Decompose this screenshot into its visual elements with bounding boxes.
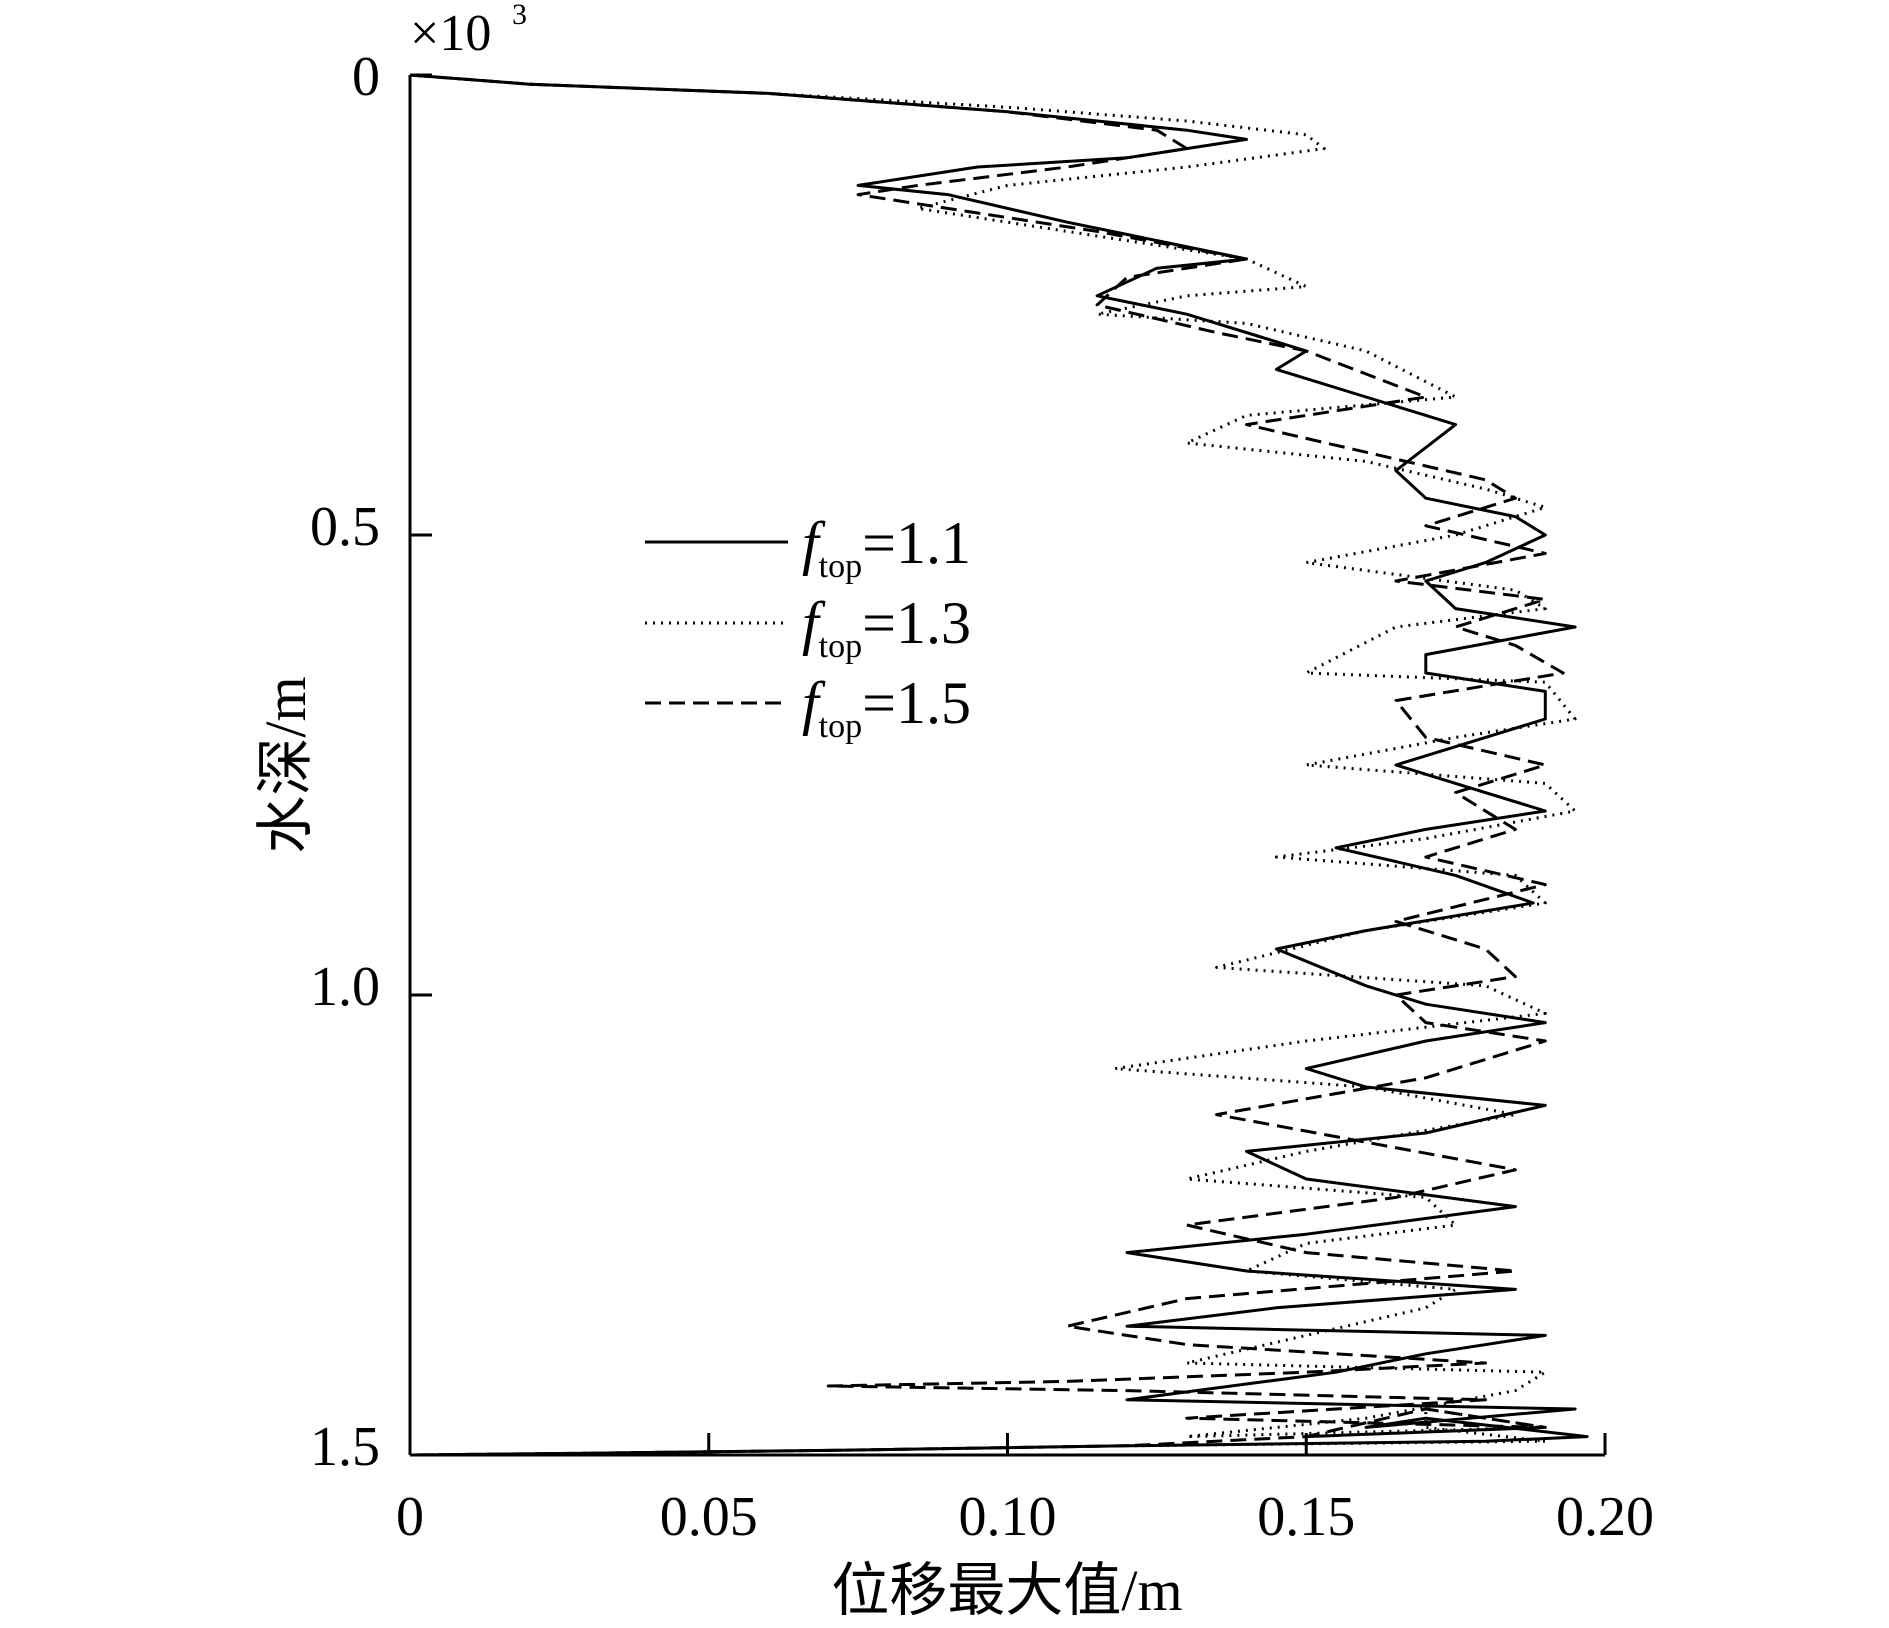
y-multiplier-label: ×10 3	[410, 0, 527, 62]
legend-label-sub: top	[819, 628, 862, 665]
legend-label-rest: =1.3	[862, 590, 971, 656]
y-tick-label: 0	[352, 46, 380, 108]
legend-label-sub: top	[819, 708, 862, 745]
x-tick-label: 0.20	[1556, 1486, 1654, 1548]
x-tick-label: 0.05	[660, 1486, 758, 1548]
y-tick-labels: 0 0.5 1.0 1.5	[310, 46, 380, 1478]
x-tick-label: 0	[396, 1486, 424, 1548]
legend-item: ftop=1.3	[645, 590, 971, 665]
y-tick-label: 0.5	[310, 496, 380, 558]
legend-label-rest: =1.5	[862, 670, 971, 736]
x-axis-title: 位移最大值/m	[831, 1558, 1182, 1623]
y-tick-label: 1.0	[310, 956, 380, 1018]
svg-text:ftop=1.3: ftop=1.3	[802, 590, 971, 665]
svg-text:3: 3	[512, 0, 527, 31]
series-line-dashed	[409, 73, 1565, 1457]
y-axis-title: 水深/m	[253, 676, 318, 853]
legend-label-rest: =1.1	[862, 510, 971, 576]
series-layer	[409, 73, 1589, 1457]
x-tick-labels: 0 0.05 0.10 0.15 0.20	[396, 1486, 1654, 1548]
legend-label-sub: top	[819, 548, 862, 585]
x-tick-label: 0.10	[959, 1486, 1057, 1548]
y-tick-label: 1.5	[310, 1416, 380, 1478]
svg-text:×10: ×10	[410, 5, 491, 62]
x-tick-label: 0.15	[1257, 1486, 1355, 1548]
